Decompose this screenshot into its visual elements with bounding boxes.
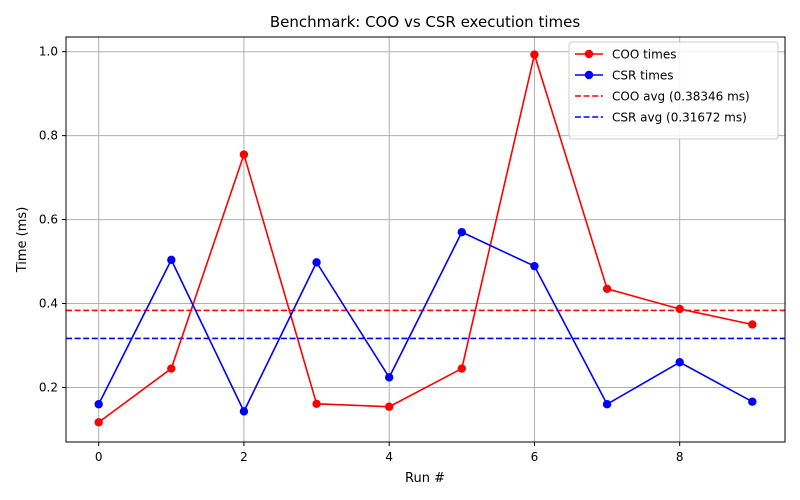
y-tick-label: 0.2: [39, 380, 58, 394]
series-1-point: [748, 320, 757, 329]
series-2-point: [312, 258, 321, 267]
series-1-point: [675, 304, 684, 314]
x-tick-label: 8: [676, 450, 684, 464]
series-1-point: [94, 418, 103, 427]
legend-box: [568, 41, 779, 140]
series-2-point: [167, 255, 176, 265]
x-tick-label: 4: [385, 450, 393, 464]
chart-title: Benchmark: COO vs CSR execution times: [270, 13, 581, 31]
series-2-point: [239, 407, 249, 416]
legend-label: CSR avg (0.31672 ms): [612, 110, 747, 124]
series-layer: [94, 50, 757, 427]
series-line-1: [97, 53, 754, 424]
reference-lines-layer: [66, 309, 785, 340]
legend-label: COO avg (0.38346 ms): [612, 89, 750, 103]
x-tick-label: 0: [95, 450, 103, 464]
series-line-2: [97, 231, 754, 413]
series-2-point: [457, 227, 467, 237]
series-1-point: [239, 150, 249, 159]
series-1-point: [457, 364, 467, 373]
x-tick-label: 6: [531, 450, 539, 464]
series-1-point: [312, 399, 321, 409]
y-tick-label: 0.6: [39, 213, 58, 227]
legend: COO times CSR times COO avg (0.38346 ms) CS…: [568, 41, 779, 140]
legend-swatch-marker: [584, 49, 594, 59]
legend-swatch-marker: [584, 70, 594, 80]
series-1-point: [384, 402, 394, 411]
series-2-point: [94, 400, 103, 409]
series-1-point: [167, 364, 176, 373]
y-axis-label: Time (ms): [15, 207, 30, 274]
series-2-point: [675, 358, 684, 367]
y-tick-label: 0.4: [39, 297, 58, 311]
series-2-point: [602, 400, 612, 409]
plot-frame: [65, 36, 786, 443]
x-tick-label: 2: [240, 450, 248, 464]
series-1-point: [602, 284, 612, 294]
legend-label: CSR times: [612, 68, 674, 82]
y-tick-label: 1.0: [39, 45, 58, 59]
series-2-point: [384, 373, 394, 382]
legend-label: COO times: [612, 47, 676, 61]
y-tick-label: 0.8: [39, 129, 58, 143]
x-axis-label: Run #: [405, 471, 445, 486]
series-1-point: [530, 50, 539, 59]
series-2-point: [748, 397, 757, 406]
series-2-point: [530, 261, 539, 271]
axis-layer: 0 2 4 6 8 0.2 0.4 0.6 0.8 1.0: [39, 45, 684, 464]
